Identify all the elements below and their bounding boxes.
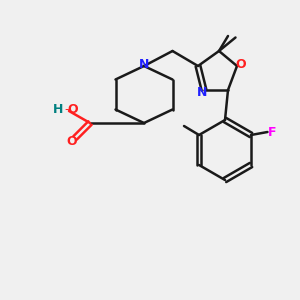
Text: H: H <box>53 103 64 116</box>
Text: O: O <box>235 58 246 71</box>
Text: -: - <box>64 103 69 116</box>
Text: F: F <box>268 125 276 139</box>
Text: N: N <box>197 86 208 100</box>
Text: O: O <box>68 103 78 116</box>
Text: N: N <box>139 58 149 71</box>
Text: O: O <box>67 135 77 148</box>
